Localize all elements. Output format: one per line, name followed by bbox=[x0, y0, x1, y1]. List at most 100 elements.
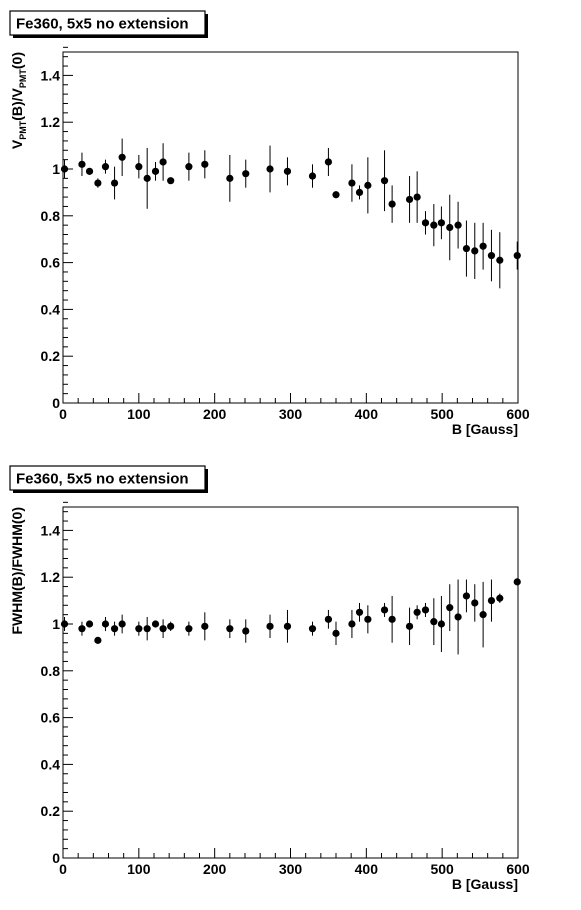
x-tick-label: 100 bbox=[127, 861, 151, 877]
data-point bbox=[462, 592, 471, 600]
y-tick-label: 0.2 bbox=[41, 803, 61, 819]
x-tick-label: 500 bbox=[430, 406, 454, 422]
data-point bbox=[60, 620, 69, 628]
y-tick-label: 0.6 bbox=[41, 255, 61, 271]
y-tick-label: 1 bbox=[52, 616, 60, 632]
y-axis-title-part: (B)/V bbox=[9, 87, 25, 120]
data-point bbox=[110, 625, 119, 633]
data-point bbox=[380, 606, 389, 614]
data-point bbox=[159, 625, 167, 633]
chart-title: Fe360, 5x5 no extension bbox=[16, 471, 189, 488]
data-point bbox=[226, 625, 234, 633]
y-axis-title-subscript: PMT bbox=[18, 120, 28, 140]
data-point bbox=[471, 599, 479, 607]
data-point bbox=[355, 608, 364, 616]
data-point bbox=[201, 622, 209, 630]
y-tick-label: 0.6 bbox=[41, 710, 61, 726]
y-tick-label: 0 bbox=[52, 395, 60, 411]
x-tick-label: 400 bbox=[355, 406, 379, 422]
y-axis-title-part: V bbox=[9, 139, 25, 149]
data-point bbox=[308, 625, 317, 633]
y-tick-label: 0.4 bbox=[41, 756, 61, 772]
y-axis-title-part: (0) bbox=[9, 52, 25, 69]
data-point bbox=[446, 604, 454, 612]
data-point bbox=[118, 620, 126, 628]
data-point bbox=[421, 219, 430, 227]
data-point bbox=[332, 191, 340, 199]
data-point bbox=[324, 615, 333, 623]
x-tick-label: 400 bbox=[355, 861, 379, 877]
y-tick-label: 0.4 bbox=[41, 301, 61, 317]
data-point bbox=[324, 158, 333, 166]
y-tick-label: 1.2 bbox=[41, 569, 61, 585]
data-point bbox=[496, 256, 504, 264]
data-point bbox=[513, 578, 521, 586]
chart-title: Fe360, 5x5 no extension bbox=[16, 16, 189, 33]
data-point bbox=[487, 597, 496, 605]
data-point bbox=[118, 153, 126, 161]
y-tick-label: 0.8 bbox=[41, 208, 61, 224]
chart-vpmt: Fe360, 5x5 no extension 0 100 200 300 400 500 6… bbox=[9, 10, 530, 437]
y-tick-label: 1.2 bbox=[41, 114, 61, 130]
data-point bbox=[135, 625, 143, 633]
data-point bbox=[364, 181, 372, 189]
data-point bbox=[266, 622, 274, 630]
data-point bbox=[462, 244, 471, 253]
y-axis-title-subscript: PMT bbox=[18, 69, 28, 89]
data-point bbox=[151, 167, 160, 175]
x-tick-label: 100 bbox=[127, 406, 151, 422]
chart-fwhm: Fe360, 5x5 no extension 0 100 200 300 400 500 6… bbox=[9, 465, 530, 892]
data-point bbox=[454, 613, 462, 621]
x-tick-label: 300 bbox=[279, 861, 303, 877]
y-tick-label: 0.2 bbox=[41, 348, 61, 364]
y-tick-label: 1 bbox=[52, 161, 60, 177]
x-axis-title: B [Gauss] bbox=[452, 876, 518, 892]
y-axis-title: VPMT(B)/VPMT(0) bbox=[9, 52, 28, 149]
data-point bbox=[167, 177, 175, 185]
data-point bbox=[471, 247, 479, 255]
x-tick-label: 0 bbox=[59, 406, 67, 422]
data-point bbox=[110, 179, 119, 187]
data-point bbox=[151, 620, 160, 628]
data-point bbox=[242, 170, 250, 178]
data-point bbox=[94, 636, 102, 644]
data-point bbox=[226, 174, 234, 182]
data-point bbox=[101, 163, 110, 171]
data-point bbox=[388, 200, 396, 208]
data-point bbox=[405, 622, 414, 630]
x-axis-title: B [Gauss] bbox=[452, 421, 518, 437]
data-point bbox=[437, 620, 446, 628]
y-tick-label: 0 bbox=[52, 850, 60, 866]
data-point bbox=[85, 620, 94, 628]
data-point bbox=[454, 221, 462, 229]
data-point bbox=[487, 251, 496, 260]
x-tick-label: 600 bbox=[506, 861, 530, 877]
data-point bbox=[78, 625, 86, 633]
data-point bbox=[380, 177, 389, 185]
data-point bbox=[85, 167, 94, 175]
data-point bbox=[405, 195, 414, 204]
data-point bbox=[332, 629, 340, 637]
data-point bbox=[159, 158, 167, 166]
data-point bbox=[78, 160, 86, 168]
data-point bbox=[143, 174, 151, 182]
x-tick-label: 0 bbox=[59, 861, 67, 877]
title-box bbox=[9, 10, 206, 36]
data-point bbox=[430, 221, 438, 229]
data-point bbox=[355, 188, 364, 196]
data-point bbox=[185, 625, 193, 633]
x-tick-label: 300 bbox=[279, 406, 303, 422]
x-tick-label: 200 bbox=[203, 861, 227, 877]
y-tick-label: 1.4 bbox=[41, 67, 61, 83]
data-point bbox=[413, 608, 421, 616]
data-point bbox=[446, 223, 454, 232]
data-point bbox=[496, 594, 504, 602]
data-point bbox=[101, 620, 110, 628]
y-tick-label: 1.4 bbox=[41, 522, 61, 538]
data-point bbox=[413, 193, 421, 201]
data-point bbox=[143, 625, 151, 633]
data-point bbox=[242, 627, 250, 635]
data-point bbox=[283, 167, 292, 175]
data-point bbox=[388, 615, 396, 623]
data-point bbox=[94, 179, 102, 187]
